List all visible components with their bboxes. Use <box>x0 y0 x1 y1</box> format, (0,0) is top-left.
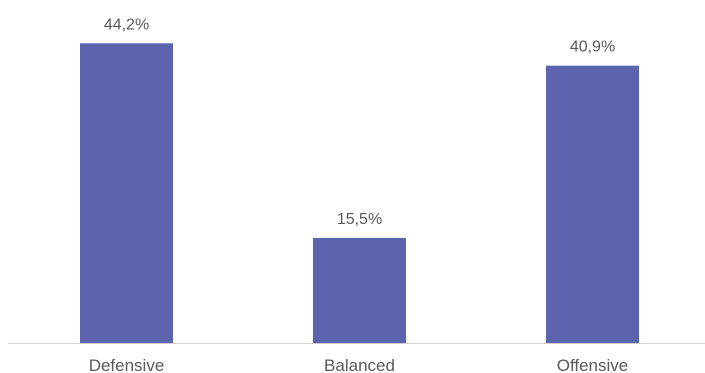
x-tick-label-balanced: Balanced <box>324 356 395 373</box>
bars-layer <box>80 43 639 344</box>
bar-defensive <box>80 43 173 344</box>
x-tick-label-offensive: Offensive <box>557 356 629 373</box>
data-label-offensive: 40,9% <box>570 39 615 56</box>
bar-balanced <box>313 237 406 343</box>
bar-offensive <box>546 65 639 343</box>
data-label-balanced: 15,5% <box>337 211 382 228</box>
data-labels-layer: 44,2% 15,5% 40,9% <box>104 16 615 228</box>
data-label-defensive: 44,2% <box>104 16 149 33</box>
x-axis-tick-labels: Defensive Balanced Offensive <box>89 356 629 373</box>
x-tick-label-defensive: Defensive <box>89 356 165 373</box>
